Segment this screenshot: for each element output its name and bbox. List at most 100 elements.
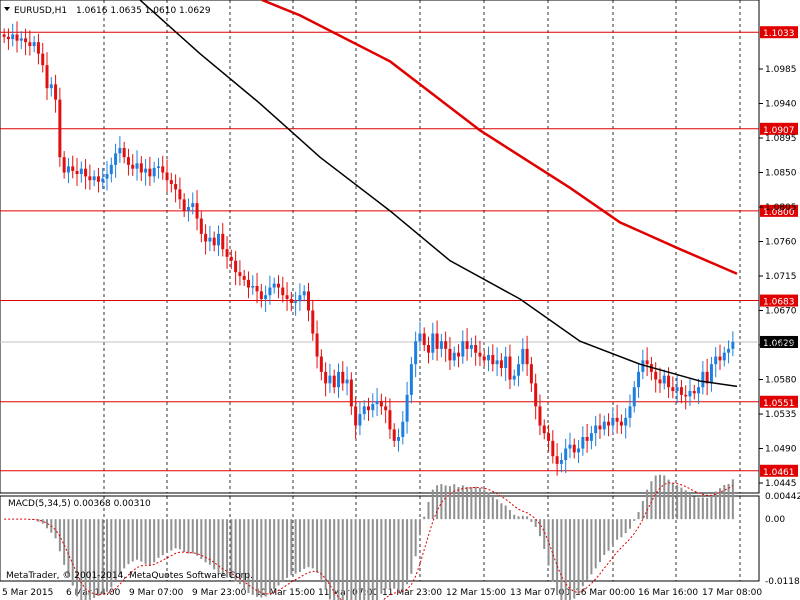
candle-body	[581, 437, 585, 449]
candle-body	[41, 53, 45, 66]
ohlc-values: 1.0616 1.0635 1.0610 1.0629	[76, 6, 211, 16]
price-tick-label: 1.0580	[765, 376, 797, 386]
candle-body	[268, 287, 272, 296]
candle-body	[534, 383, 538, 407]
candle-body	[401, 421, 405, 438]
candle-body	[298, 295, 302, 302]
candle-body	[96, 176, 100, 182]
candle-body	[607, 421, 611, 426]
candle-body	[637, 371, 641, 388]
candle-body	[701, 371, 705, 388]
candle-body	[32, 42, 36, 47]
copyright-text: MetaTrader, © 2001-2014, MetaQuotes Soft…	[6, 571, 253, 581]
candle-body	[302, 291, 306, 296]
candle-body	[281, 287, 285, 296]
horizontal-levels: 1.1033 1.0907 1.0800 1.0683 1.0551 1.0461 1.06…	[0, 26, 798, 478]
candle-body	[409, 364, 413, 395]
price-tick-label: 1.0715	[765, 272, 797, 282]
candle-body	[397, 437, 401, 441]
vertical-grid	[103, 0, 741, 581]
candle-body	[722, 352, 726, 361]
candle-body	[174, 184, 178, 190]
candle-body	[238, 272, 242, 277]
main-panel-frame	[0, 0, 760, 494]
candle-body	[114, 153, 118, 165]
candle-body	[427, 345, 431, 353]
candle-body	[306, 291, 310, 311]
candle-body	[538, 406, 542, 426]
macd-tick-label: 0.00442	[765, 492, 800, 502]
candle-body	[204, 233, 208, 242]
candle-body	[705, 371, 709, 384]
candle-body	[186, 207, 190, 211]
candle-body	[84, 168, 88, 177]
candle-body	[272, 283, 276, 288]
candle-body	[491, 354, 495, 365]
candle-body	[718, 356, 722, 361]
candle-body	[367, 406, 370, 411]
time-tick-label: 12 Mar 15:00	[446, 588, 506, 598]
chevron-down-icon[interactable]	[4, 7, 10, 11]
price-tick-label: 1.0895	[765, 134, 797, 144]
moving-averages	[139, 0, 738, 388]
level-badge	[760, 395, 798, 408]
macd-label: MACD(5,34,5) 0.00368 0.00310	[8, 499, 151, 509]
level-label: 1.1033	[763, 29, 795, 39]
candle-body	[126, 157, 130, 165]
candle-body	[105, 174, 109, 179]
candle-body	[148, 168, 152, 177]
level-badge	[760, 122, 798, 135]
candle-body	[319, 356, 323, 372]
price-tick-label: 1.0985	[765, 65, 797, 75]
candle-body	[62, 157, 66, 173]
candle-body	[654, 371, 658, 380]
candle-body	[508, 356, 512, 380]
candle-body	[75, 170, 79, 175]
candle-body	[118, 147, 122, 154]
candle-body	[178, 189, 182, 200]
candle-body	[375, 400, 379, 405]
candle-body	[362, 406, 366, 415]
candle-body	[234, 260, 238, 273]
candle-body	[336, 371, 340, 388]
candle-body	[79, 168, 83, 175]
candle-body	[525, 348, 529, 365]
candle-body	[555, 456, 559, 464]
candle-body	[457, 352, 461, 357]
candle-body	[521, 348, 525, 365]
candle-body	[144, 168, 148, 173]
candle-body	[92, 176, 96, 181]
price-tick-label: 1.0850	[765, 169, 797, 179]
price-tick-label: 1.0625	[765, 341, 797, 351]
ma-slow-line	[261, 0, 738, 275]
candle-body	[645, 360, 649, 365]
level-badge	[760, 204, 798, 217]
candle-body	[568, 444, 572, 449]
macd-indicator: 0.00442 0.00 -0.0118	[4, 474, 800, 600]
candle-body	[58, 99, 62, 158]
candle-body	[679, 387, 683, 395]
macd-tick-label: -0.0118	[765, 577, 800, 587]
candle-body	[547, 433, 551, 441]
candles	[2, 21, 735, 476]
price-tick-label: 1.0760	[765, 238, 797, 248]
ma-fast-line	[139, 0, 738, 388]
time-tick-label: 11 Mar 23:00	[382, 588, 442, 598]
candle-body	[315, 333, 319, 357]
candle-body	[444, 341, 448, 349]
price-tick-label: 1.0445	[765, 479, 797, 489]
candle-body	[161, 166, 165, 173]
candle-body	[517, 364, 521, 376]
candle-body	[431, 333, 435, 353]
candle-body	[714, 356, 718, 365]
candle-body	[71, 166, 75, 171]
candle-body	[709, 364, 713, 384]
time-tick-label: 5 Mar 2015	[2, 588, 53, 598]
candle-body	[11, 34, 15, 40]
candle-body	[405, 394, 409, 422]
candle-body	[688, 391, 692, 397]
candle-body	[54, 84, 58, 100]
candle-body	[66, 166, 70, 173]
candle-body	[276, 283, 280, 288]
candle-body	[49, 84, 53, 89]
